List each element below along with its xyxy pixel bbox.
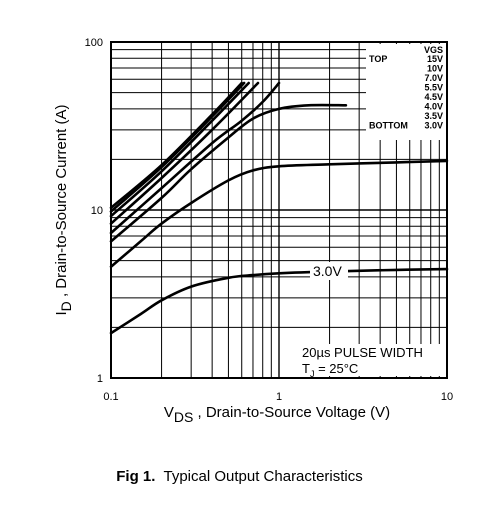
curve-label-background [310, 262, 348, 280]
x-axis-label: VDS , Drain-to-Source Voltage (V) [164, 404, 390, 425]
legend-entry: 4.5V [424, 92, 443, 102]
annotation-background [300, 344, 445, 376]
series-line [109, 267, 449, 335]
y-tick-label: 100 [85, 37, 103, 49]
tj-main: T [302, 361, 310, 376]
series-line [109, 81, 260, 225]
plot-frame [110, 41, 448, 379]
figure-number: Fig 1. [116, 468, 156, 485]
series-line [109, 81, 281, 235]
x-tick-label: 10 [441, 391, 453, 403]
figure-caption-text: Typical Output Characteristics [163, 468, 363, 485]
curve-label-3v: 3.0V [313, 263, 342, 279]
tj-sub: J [310, 369, 315, 379]
legend-bottom-label: BOTTOM [369, 121, 408, 131]
legend-background [366, 44, 446, 140]
x-axis-label-sub: DS [174, 409, 193, 425]
legend-entry: 10V [427, 64, 443, 74]
y-tick-label: 1 [97, 373, 103, 385]
legend-top-label: TOP [369, 54, 387, 64]
x-tick-label: 1 [276, 391, 282, 403]
legend-entry: 3.5V [424, 111, 443, 121]
legend: VGS TOP BOTTOM 15V10V7.0V5.5V4.5V4.0V3.5… [369, 45, 443, 131]
series-line [109, 81, 243, 210]
series-line [109, 81, 250, 218]
legend-header: VGS [424, 45, 443, 55]
figure-caption: Fig 1. Typical Output Characteristics [0, 468, 479, 485]
series-line [109, 103, 348, 243]
x-tick-label: 0.1 [103, 391, 118, 403]
legend-entry: 4.0V [424, 102, 443, 112]
junction-temperature-note: TJ = 25°C [302, 361, 358, 379]
y-axis-label-main: I [53, 311, 70, 315]
y-axis-label-rest: , Drain-to-Source Current (A) [53, 104, 70, 301]
series-line [109, 81, 246, 213]
y-tick-label: 10 [91, 205, 103, 217]
tj-rest: = 25°C [314, 361, 358, 376]
series-line [109, 159, 449, 268]
legend-entry: 5.5V [424, 83, 443, 93]
x-axis-label-rest: , Drain-to-Source Voltage (V) [193, 404, 390, 421]
y-axis-label-sub: D [58, 301, 74, 311]
x-axis-label-main: V [164, 404, 174, 421]
y-axis-label: ID , Drain-to-Source Current (A) [53, 104, 74, 315]
legend-entry: 7.0V [424, 73, 443, 83]
curves [109, 81, 449, 335]
legend-entry: 3.0V [424, 121, 443, 131]
pulse-width-note: 20µs PULSE WIDTH [302, 345, 423, 360]
legend-entry: 15V [427, 54, 443, 64]
